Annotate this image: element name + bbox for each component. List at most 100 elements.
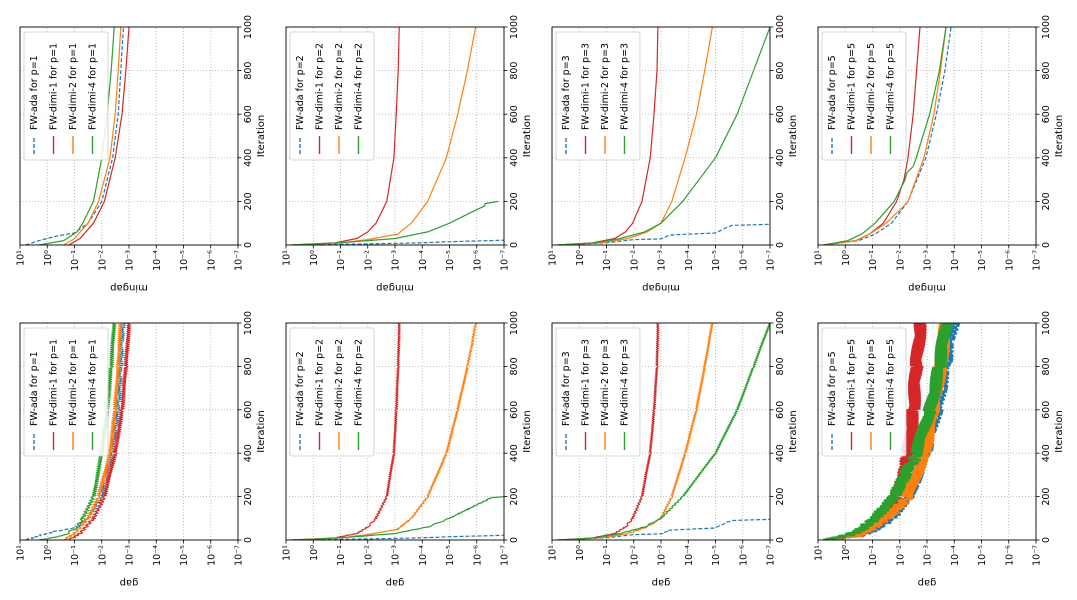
x-tick-label: 200 — [509, 192, 520, 210]
panel-mingap-p2: 0 200 400 600 800 1000 10¹ 10⁰ 10⁻¹ 10⁻² 10⁻³ 10⁻⁴ 1… — [282, 15, 534, 293]
x-tick-label: 200 — [1041, 488, 1052, 506]
x-tick-label: 800 — [1041, 357, 1052, 375]
panel-gap-p3: 0 200 400 600 800 1000 10¹ 10⁰ 10⁻¹ 10⁻² 10⁻³ 10⁻⁴ 1… — [548, 311, 800, 588]
y-tick-label: 10⁻² — [895, 545, 906, 566]
x-tick-label: 800 — [775, 62, 786, 80]
y-tick-label: 10⁻⁴ — [950, 250, 961, 271]
series-group — [557, 323, 770, 540]
y-tick-label: 10⁰ — [575, 545, 586, 561]
y-tick-label: 10⁻⁶ — [738, 545, 749, 566]
x-tick-label: 0 — [775, 242, 786, 248]
x-tick-label: 400 — [775, 149, 786, 167]
y-tick-label: 10⁻³ — [657, 545, 668, 566]
x-tick-label: 200 — [243, 488, 254, 506]
y-tick-label: 10¹ — [548, 545, 559, 561]
legend-label: FW-dimi-1 for p=3 — [581, 43, 592, 130]
y-tick-label: 10⁻⁵ — [445, 545, 456, 566]
y-tick-label: 10⁻⁴ — [684, 545, 695, 566]
y-tick-label: 10⁻⁴ — [418, 250, 429, 271]
x-tick-label: 600 — [509, 105, 520, 123]
series-group — [557, 27, 770, 245]
series-line-fw-dimi-1 — [68, 27, 130, 245]
y-tick-label: 10⁻⁶ — [206, 250, 217, 271]
series-group — [291, 27, 504, 245]
y-tick-label: 10⁻⁶ — [1004, 250, 1015, 271]
series-line-fw-dimi-4 — [38, 27, 115, 245]
y-tick-label: 10¹ — [548, 250, 559, 266]
legend-box — [289, 327, 375, 457]
y-tick-label: 10⁰ — [309, 250, 320, 266]
y-tick-label: 10⁻¹ — [336, 250, 347, 271]
legend-label: FW-ada for p=1 — [29, 55, 40, 130]
legend: FW-ada for p=5 FW-dimi-1 for p=5 FW-dimi-2… — [821, 327, 907, 457]
y-tick-label: 10⁰ — [841, 250, 852, 266]
y-tick-label: 10⁻⁷ — [234, 545, 245, 566]
legend-label: FW-ada for p=3 — [561, 55, 572, 130]
panel-gap-p5: 0 200 400 600 800 1000 10¹ 10⁰ 10⁻¹ 10⁻² 10⁻³ 10⁻⁴ 1… — [814, 311, 1066, 588]
x-tick-label: 1000 — [243, 311, 254, 335]
x-tick-label: 800 — [775, 357, 786, 375]
series-line-fw-dimi-4 — [291, 496, 504, 540]
legend-label: FW-dimi-2 for p=5 — [866, 339, 877, 426]
x-tick-label: 800 — [509, 357, 520, 375]
x-tick-label: 600 — [1041, 401, 1052, 419]
series-line-fw-dimi-4 — [557, 323, 770, 540]
y-tick-label: 10⁻⁴ — [152, 250, 163, 271]
series-line-fw-dimi-4 — [557, 27, 770, 245]
y-tick-label: 10⁻² — [629, 545, 640, 566]
y-tick-label: 10¹ — [16, 250, 27, 266]
series-line-fw-dimi-4 — [823, 27, 947, 245]
y-tick-label: 10⁻³ — [923, 545, 934, 566]
y-tick-label: 10⁰ — [43, 545, 54, 561]
x-tick-label: 400 — [509, 149, 520, 167]
x-tick-label: 400 — [509, 444, 520, 462]
legend-box — [23, 327, 109, 457]
x-tick-label: 600 — [1041, 105, 1052, 123]
y-tick-label: 10¹ — [814, 545, 825, 561]
y-tick-label: 10⁻³ — [391, 545, 402, 566]
legend-label: FW-dimi-1 for p=1 — [49, 339, 60, 426]
y-axis-label: gap — [386, 577, 405, 588]
series-line-fw-dimi-1 — [291, 323, 401, 540]
series-group — [291, 323, 504, 540]
x-tick-label: 200 — [775, 192, 786, 210]
axes-frame — [19, 26, 239, 246]
y-tick-label: 10⁻⁶ — [206, 545, 217, 566]
series-line-fw-dimi-4 — [291, 200, 499, 245]
x-tick-label: 0 — [775, 537, 786, 543]
series-line-fw-dimi-2 — [291, 323, 478, 540]
y-axis-label: gap — [120, 577, 139, 588]
series-line-fw-dimi-1 — [557, 323, 660, 540]
x-axis-label: Iteration — [256, 115, 267, 157]
x-tick-label: 200 — [775, 488, 786, 506]
y-axis-label: mingap — [642, 282, 680, 293]
x-tick-label: 1000 — [775, 311, 786, 335]
panel-mingap-p5: 0 200 400 600 800 1000 10¹ 10⁰ 10⁻¹ 10⁻² 10⁻³ 10⁻⁴ 1… — [814, 15, 1066, 293]
legend-label: FW-ada for p=5 — [827, 55, 838, 130]
y-tick-label: 10¹ — [16, 545, 27, 561]
series-line-fw-dimi-2 — [63, 27, 122, 245]
legend-label: FW-dimi-2 for p=2 — [334, 43, 345, 130]
legend-label: FW-dimi-1 for p=3 — [581, 339, 592, 426]
y-tick-label: 10⁻¹ — [868, 545, 879, 566]
x-tick-label: 1000 — [1041, 15, 1052, 39]
x-tick-label: 200 — [509, 488, 520, 506]
x-tick-label: 800 — [509, 62, 520, 80]
series-line-fw-dimi-2 — [63, 323, 123, 540]
x-axis-label: Iteration — [1054, 410, 1065, 452]
axes-frame — [551, 322, 771, 541]
x-axis-label: Iteration — [522, 410, 533, 452]
y-tick-label: 10⁻² — [895, 250, 906, 271]
legend-label: FW-dimi-4 for p=3 — [620, 339, 631, 426]
legend: FW-ada for p=1 FW-dimi-1 for p=1 FW-dimi-2… — [23, 31, 109, 161]
x-tick-label: 600 — [243, 401, 254, 419]
x-tick-label: 400 — [1041, 149, 1052, 167]
legend-label: FW-ada for p=2 — [295, 55, 306, 130]
x-tick-label: 0 — [509, 242, 520, 248]
rotated-figure: 0 200 400 600 800 1000 10¹ 10⁰ 10⁻¹ 10⁻² 10⁻³ 10⁻⁴ 1… — [16, 15, 1066, 588]
legend: FW-ada for p=3 FW-dimi-1 for p=3 FW-dimi-2… — [555, 327, 641, 457]
legend-label: FW-dimi-1 for p=5 — [847, 339, 858, 426]
legend-label: FW-dimi-4 for p=1 — [88, 339, 99, 426]
x-tick-label: 600 — [775, 105, 786, 123]
y-tick-label: 10⁻¹ — [336, 545, 347, 566]
